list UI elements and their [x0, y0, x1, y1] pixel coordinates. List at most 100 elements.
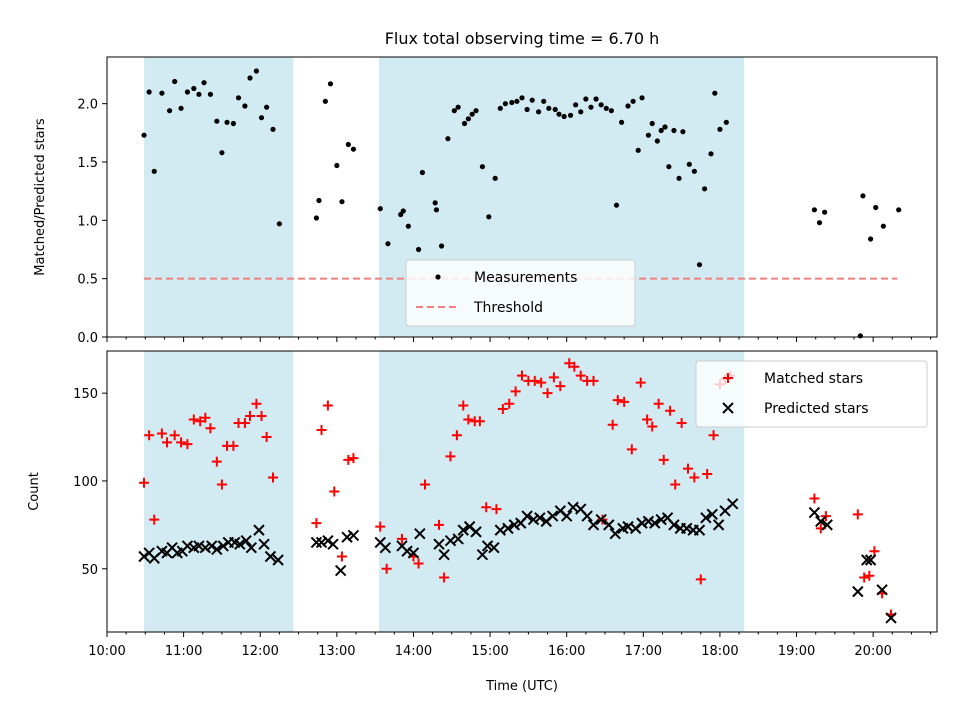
matched-star-point: [588, 375, 599, 386]
legend-box: [695, 360, 928, 428]
legend-predicted-swatch: [722, 402, 734, 414]
x-tick-label: 10:00: [88, 644, 125, 659]
predicted-star-point: [560, 510, 573, 522]
legend-measurement-swatch: [435, 274, 441, 280]
measurement-point: [519, 95, 525, 101]
matched-star-point: [653, 398, 664, 409]
predicted-star-point: [815, 515, 827, 528]
predicted-star-point: [457, 524, 469, 536]
measurement-point: [662, 124, 668, 130]
predicted-star-point: [706, 508, 718, 521]
predicted-star-point: [693, 524, 706, 536]
x-tick-label: 18:00: [701, 644, 738, 659]
measurement-point: [702, 186, 708, 192]
measurement-point: [172, 78, 178, 85]
measurement-point: [896, 207, 902, 213]
matched-star-point: [445, 451, 456, 462]
predicted-star-point: [258, 538, 270, 550]
matched-star-point: [182, 439, 193, 450]
measurement-point: [671, 127, 677, 134]
matched-star-point: [139, 477, 150, 488]
matched-star-point: [607, 419, 618, 430]
measurement-point: [455, 104, 461, 110]
matched-star-point: [658, 454, 669, 465]
measurement-point: [253, 68, 259, 74]
predicted-star-point: [508, 519, 521, 531]
matched-star-point: [144, 430, 155, 441]
measurement-point: [635, 147, 641, 153]
measurement-point: [159, 90, 165, 96]
matched-star-point: [211, 456, 222, 467]
legend-label: Predicted stars: [764, 401, 869, 417]
matched-star-point: [612, 395, 623, 406]
measurement-point: [578, 109, 584, 115]
measurement-point: [712, 90, 718, 96]
measurement-point: [230, 120, 237, 127]
matched-star-point: [670, 479, 681, 490]
measurement-point: [666, 164, 672, 170]
y-tick-label: 150: [73, 387, 98, 402]
measurement-point: [438, 243, 445, 249]
measurement-point: [264, 104, 270, 110]
count-panel: 50 100 150 Count 10:00 11:00 12:00 13:00 14:00 15…: [27, 350, 938, 659]
measurement-point: [625, 103, 631, 109]
matched-star-point: [820, 511, 831, 522]
matched-star-point: [169, 430, 180, 441]
measurement-point: [588, 104, 594, 110]
predicted-star-point: [211, 543, 223, 556]
measurement-point: [514, 98, 520, 104]
y-tick-label: 2.0: [77, 98, 98, 113]
matched-star-point: [439, 572, 450, 583]
measurement-point: [860, 193, 866, 199]
measurement-point: [608, 108, 614, 114]
legend-matched-swatch: [723, 373, 733, 383]
matched-star-point: [419, 479, 430, 490]
matched-star-point: [251, 398, 262, 409]
measurement-point: [465, 116, 471, 122]
measurement-point: [219, 150, 225, 156]
measurement-point: [583, 96, 589, 102]
predicted-star-point: [476, 549, 489, 561]
matched-star-point: [809, 493, 820, 504]
measurement-point: [524, 106, 530, 113]
measurement-point: [598, 102, 604, 108]
matched-star-point: [536, 377, 547, 388]
measurement-point: [723, 119, 729, 125]
observing-window-band: [378, 351, 745, 632]
x-tick-label: 20:00: [854, 644, 891, 659]
measurement-point: [166, 108, 173, 114]
legend-box: [405, 259, 636, 327]
predicted-star-point: [861, 554, 873, 566]
predicted-star-point: [245, 541, 257, 554]
y-tick-label: 1.0: [77, 214, 98, 229]
measurement-point: [649, 120, 655, 127]
measurement-point: [405, 223, 411, 229]
predicted-star-point: [327, 538, 339, 550]
predicted-star-point: [315, 536, 328, 549]
measurement-point: [339, 199, 345, 205]
ratio-panel: 0.0 0.5 1.0 1.5 2.0 Matched/Predicted stars Me…: [33, 56, 938, 346]
measurement-point: [385, 241, 391, 247]
measurement-point: [873, 204, 879, 211]
matched-star-point: [497, 403, 508, 414]
measurement-point: [224, 119, 230, 125]
matched-star-point: [864, 570, 875, 581]
matched-star-point: [451, 430, 462, 441]
predicted-star-point: [347, 529, 360, 542]
measurement-point: [556, 111, 562, 117]
predicted-star-point: [138, 550, 150, 563]
matched-star-point: [708, 430, 719, 441]
matched-star-point: [635, 377, 646, 388]
measurement-point: [546, 105, 552, 111]
x-tick-label: 17:00: [625, 644, 662, 659]
measurement-point: [536, 109, 542, 115]
matched-star-point: [375, 521, 386, 532]
measurement-point: [184, 89, 191, 95]
observing-window-band: [144, 57, 294, 337]
predicted-star-point: [885, 612, 897, 624]
y-tick-label: 0.5: [77, 273, 98, 288]
measurement-point: [242, 103, 248, 109]
predicted-star-point: [341, 531, 353, 543]
measurement-point: [313, 215, 320, 221]
measurement-point: [686, 161, 692, 167]
